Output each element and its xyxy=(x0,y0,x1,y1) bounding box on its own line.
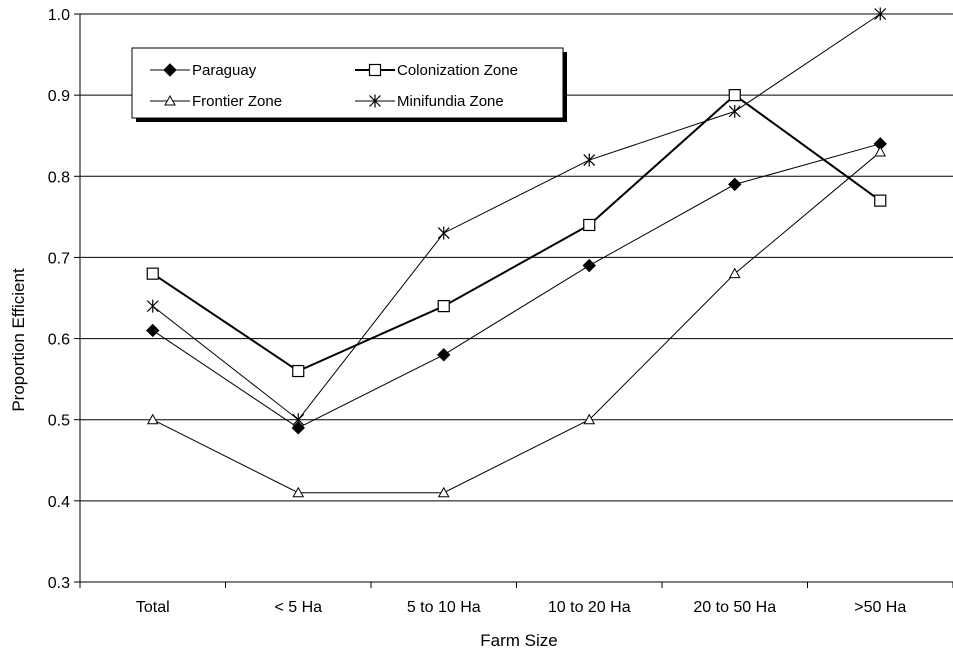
data-point-diamond xyxy=(437,348,451,362)
x-tick-label: 10 to 20 Ha xyxy=(548,599,631,616)
legend-marker-triangle xyxy=(164,94,176,106)
data-point-triangle xyxy=(728,267,741,279)
legend-label: Paraguay xyxy=(192,62,257,79)
data-point-asterisk xyxy=(874,7,887,21)
data-point-asterisk xyxy=(437,226,450,240)
data-point-asterisk xyxy=(728,104,741,118)
data-point-diamond xyxy=(291,421,305,435)
legend-marker-diamond xyxy=(163,63,177,77)
y-tick-label: 0.3 xyxy=(48,575,70,592)
data-point-square xyxy=(728,89,741,102)
series-line-asterisk xyxy=(152,13,881,421)
legend-label: Colonization Zone xyxy=(397,62,518,79)
data-point-square xyxy=(292,364,305,378)
legend-marker-square xyxy=(368,63,382,77)
y-tick-label: 1.0 xyxy=(48,7,70,24)
data-point-asterisk xyxy=(583,153,596,167)
tick-labels: 0.3 0.4 0.5 0.6 0.7 0.8 0.9 1.0 Total < 5 Ha 5 to … xyxy=(48,7,907,616)
y-tick-label: 0.4 xyxy=(48,494,70,511)
data-point-triangle xyxy=(437,486,450,498)
series-line-square xyxy=(152,93,881,373)
x-axis-title: Farm Size xyxy=(480,631,557,650)
data-point-square xyxy=(874,194,887,207)
x-tick-label: Total xyxy=(136,599,170,616)
data-point-square xyxy=(146,267,159,280)
y-axis-title: Proportion Efficient xyxy=(9,268,28,412)
data-point-triangle xyxy=(583,413,596,425)
series-line-diamond xyxy=(152,143,881,429)
y-tick-label: 0.7 xyxy=(48,250,70,267)
legend-box xyxy=(131,47,564,119)
x-tick-label: 5 to 10 Ha xyxy=(407,599,481,616)
axes xyxy=(74,13,953,588)
legend-label: Minifundia Zone xyxy=(397,93,504,110)
data-point-diamond xyxy=(582,258,596,273)
series-line-triangle xyxy=(152,151,881,494)
legend-label: Frontier Zone xyxy=(192,93,282,110)
data-point-asterisk xyxy=(146,299,159,313)
y-tick-label: 0.9 xyxy=(48,88,70,105)
y-tick-label: 0.8 xyxy=(48,169,70,186)
data-point-asterisk xyxy=(292,413,305,427)
data-point-triangle xyxy=(146,413,159,425)
data-point-square xyxy=(583,218,596,232)
legend: Paraguay Colonization Zone Frontier Zone Mi… xyxy=(131,47,567,122)
data-point-triangle xyxy=(874,145,887,157)
series-lines xyxy=(146,7,887,498)
y-tick-label: 0.6 xyxy=(48,332,70,349)
data-point-triangle xyxy=(292,486,305,498)
y-tick-label: 0.5 xyxy=(48,413,70,430)
data-point-diamond xyxy=(728,177,742,192)
x-tick-label: < 5 Ha xyxy=(274,599,322,616)
x-tick-label: 20 to 50 Ha xyxy=(693,599,776,616)
legend-marker-asterisk xyxy=(369,94,381,108)
data-point-diamond xyxy=(146,323,160,338)
x-tick-label: >50 Ha xyxy=(854,599,906,616)
data-point-square xyxy=(437,300,450,313)
